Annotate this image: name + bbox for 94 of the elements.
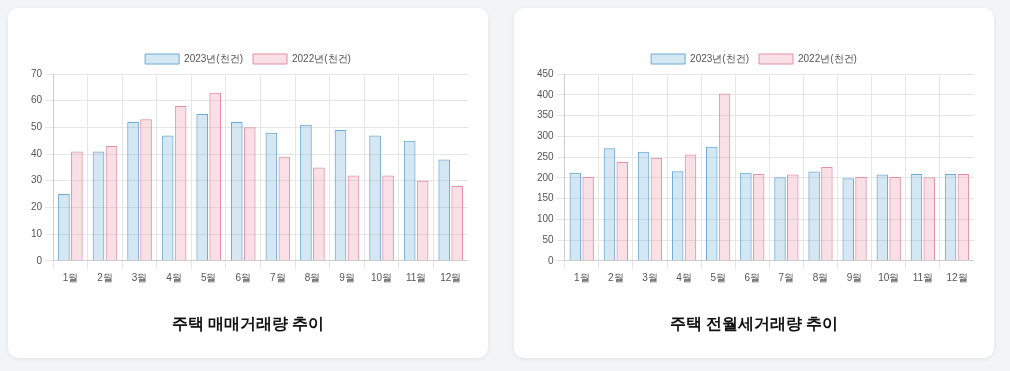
x-tick-label: 10월	[371, 271, 393, 283]
bar	[787, 174, 799, 261]
bar	[855, 176, 867, 261]
x-tick-label: 5월	[200, 271, 217, 283]
legend-label: 2023년(천건)	[690, 52, 749, 64]
x-tick-label: 6월	[744, 271, 761, 283]
legend-label: 2023년(천건)	[184, 52, 243, 64]
text: 주택 전월세거래량 추이	[669, 314, 839, 332]
bar	[876, 174, 889, 261]
bar	[923, 177, 935, 261]
legend-label: 2022년(천건)	[798, 52, 857, 64]
bar	[616, 162, 628, 261]
bar	[161, 135, 174, 261]
bar	[243, 127, 256, 261]
x-tick-label: 7월	[778, 271, 795, 283]
x-tick-label: 1월	[62, 271, 79, 283]
bar	[71, 151, 83, 261]
bar	[957, 174, 970, 261]
bar	[889, 176, 901, 261]
y-tick-label: 40	[31, 147, 43, 159]
x-tick-label: 12월	[946, 271, 968, 283]
bar	[821, 166, 833, 261]
x-tick-label: 1월	[573, 271, 590, 283]
bar	[313, 167, 325, 261]
bar	[451, 186, 464, 261]
x-tick-label: 4월	[166, 271, 182, 283]
y-tick-label: 350	[537, 109, 555, 121]
bar	[174, 106, 187, 261]
x-tick-label: 9월	[846, 271, 863, 283]
bar	[230, 122, 243, 261]
bar	[740, 172, 752, 261]
bar	[684, 154, 697, 261]
y-tick-label: 450	[537, 67, 555, 79]
text: 주택 매매거래량 추이	[171, 314, 325, 332]
y-tick-label: 150	[537, 192, 555, 204]
bar	[650, 157, 663, 261]
x-tick-label: 8월	[304, 271, 321, 283]
y-tick-label: 20	[31, 201, 43, 213]
y-tick-label: 400	[537, 88, 555, 100]
bar	[637, 151, 650, 261]
x-tick-label: 11월	[912, 271, 934, 283]
bar	[842, 178, 854, 261]
x-tick-label: 12월	[440, 271, 462, 283]
y-tick-label: 0	[548, 254, 555, 266]
y-tick-label: 50	[542, 233, 555, 245]
x-tick-label: 10월	[878, 271, 900, 283]
bar	[196, 114, 209, 261]
bar	[718, 93, 731, 261]
y-tick-label: 200	[537, 171, 555, 183]
bar	[140, 119, 152, 261]
bar	[438, 159, 451, 261]
bar	[671, 171, 684, 261]
x-tick-label: 7월	[270, 271, 286, 283]
bar	[105, 146, 118, 261]
bar	[369, 135, 381, 261]
x-tick-label: 3월	[642, 271, 658, 283]
bar	[910, 174, 923, 261]
bar	[416, 180, 429, 261]
bar	[603, 148, 616, 261]
bar	[278, 156, 291, 261]
y-tick-label: 10	[31, 227, 43, 239]
x-tick-label: 9월	[339, 271, 355, 283]
y-tick-label: 60	[31, 94, 43, 106]
bar	[209, 92, 222, 261]
x-tick-label: 2월	[97, 271, 113, 283]
x-tick-label: 4월	[676, 271, 692, 283]
bar	[127, 122, 139, 261]
bar	[334, 130, 347, 261]
x-tick-label: 8월	[812, 271, 829, 283]
bar	[382, 175, 394, 261]
bar	[58, 194, 70, 261]
x-tick-label: 11월	[405, 271, 427, 283]
y-tick-label: 100	[537, 213, 555, 225]
x-tick-label: 2월	[608, 271, 624, 283]
bar	[752, 174, 765, 261]
y-tick-label: 30	[31, 174, 43, 186]
x-tick-label: 5월	[710, 271, 726, 283]
x-tick-label: 3월	[131, 271, 148, 283]
bar	[706, 146, 718, 261]
bar	[944, 174, 957, 261]
bar	[265, 132, 278, 261]
bar	[569, 172, 582, 261]
y-tick-label: 70	[31, 67, 43, 79]
bar	[92, 151, 105, 261]
legend-label: 2022년(천건)	[292, 52, 351, 64]
y-tick-label: 300	[537, 130, 555, 142]
bar	[300, 124, 312, 261]
y-tick-label: 250	[537, 150, 555, 162]
bar	[347, 175, 360, 261]
y-tick-label: 50	[31, 121, 43, 133]
x-tick-label: 6월	[235, 271, 252, 283]
y-tick-label: 0	[36, 254, 43, 266]
bar	[403, 140, 416, 261]
bar	[582, 176, 594, 261]
